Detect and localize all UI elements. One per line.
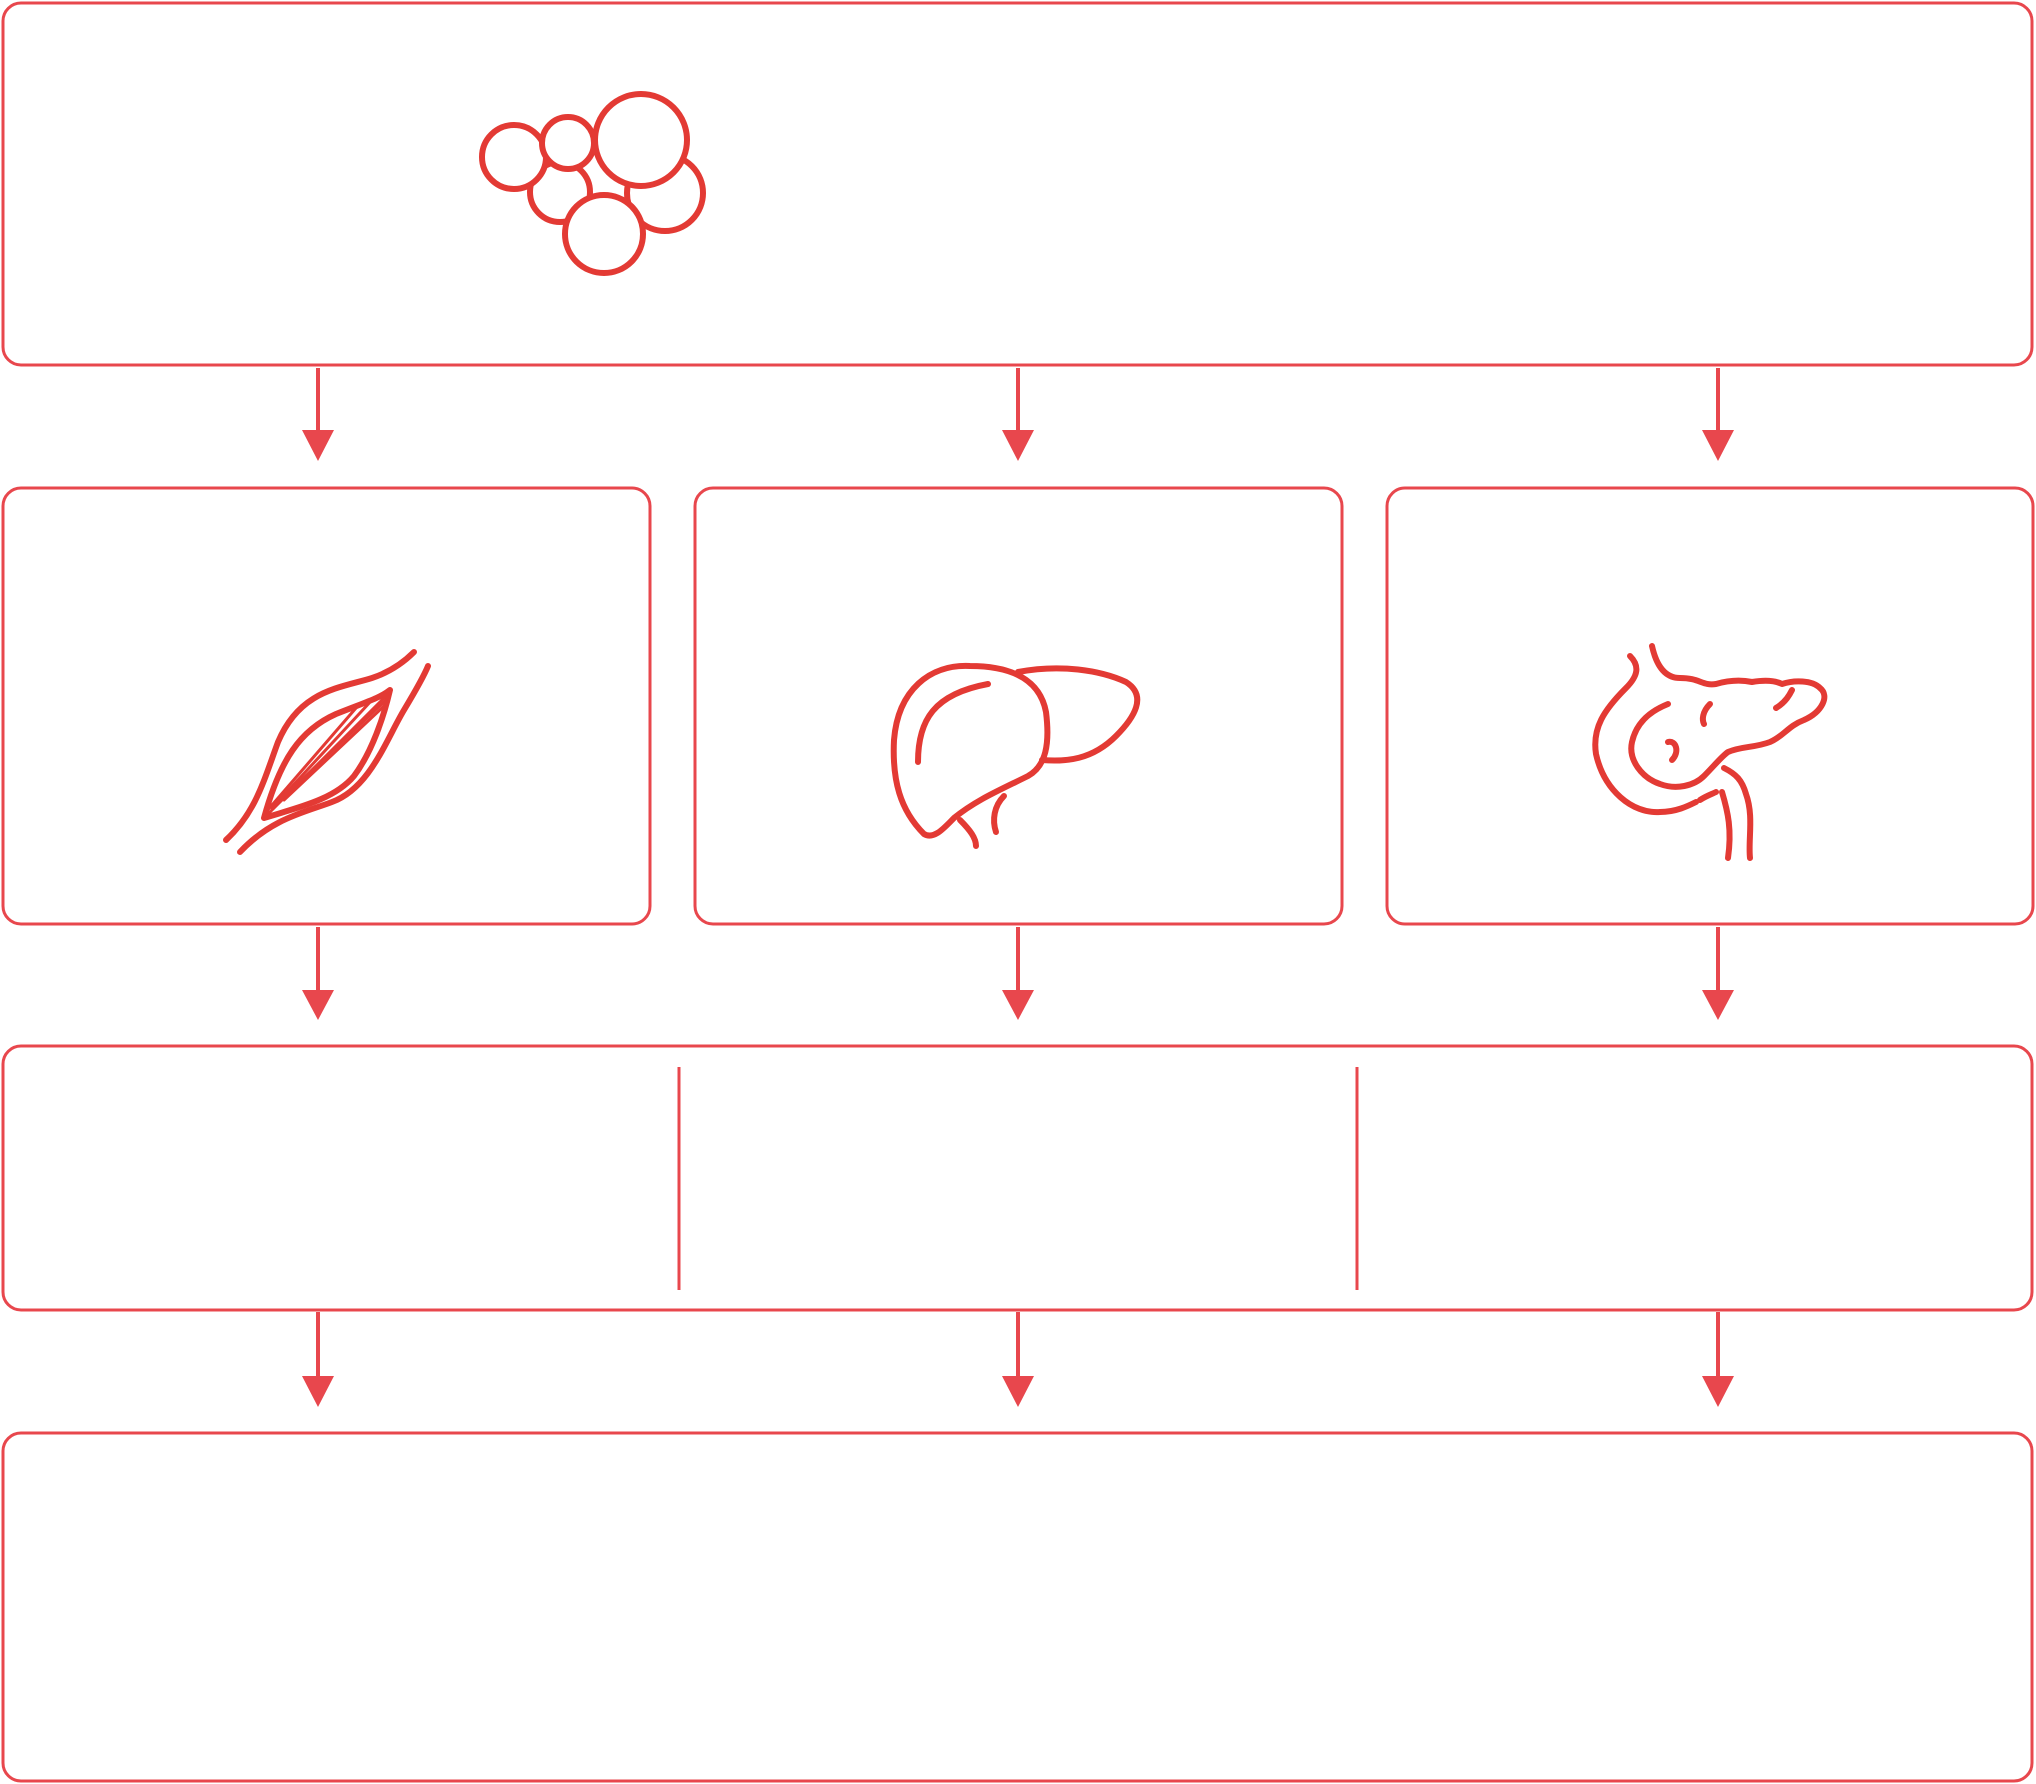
organ-panel-liver — [693, 486, 1344, 926]
organ-panel-muscle — [1, 486, 652, 926]
arrows-row-2 — [302, 927, 1734, 1020]
arrows-row-3 — [302, 1312, 1734, 1407]
outcome-panel — [1, 1431, 2034, 1783]
fat-cells-icon — [479, 91, 706, 276]
pancreas-icon — [1592, 643, 1828, 861]
effect-panel — [1, 1044, 2034, 1312]
muscle-icon — [223, 649, 431, 855]
liver-icon — [890, 662, 1141, 849]
top-panel — [1, 1, 2034, 367]
organ-panel-pancreas — [1385, 486, 2035, 926]
arrows-row-1 — [302, 368, 1734, 461]
